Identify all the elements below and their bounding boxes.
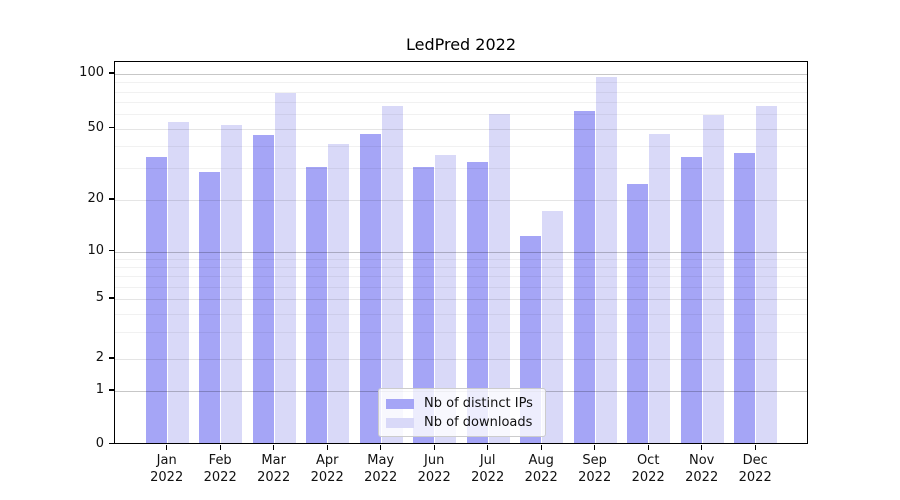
bar-downloads-sep bbox=[595, 77, 617, 443]
bar-downloads-jan bbox=[167, 122, 189, 443]
minor-gridline bbox=[115, 332, 807, 334]
bar-downloads-may bbox=[381, 106, 403, 443]
y-tick-label: 1 bbox=[95, 382, 104, 397]
x-tick-mark bbox=[273, 444, 275, 450]
x-tick-mark bbox=[701, 444, 703, 450]
x-tick-mark bbox=[647, 444, 649, 450]
y-tick-label: 50 bbox=[87, 119, 104, 135]
minor-gridline bbox=[115, 102, 807, 104]
bar-distinct-ips-sep bbox=[573, 111, 595, 443]
x-tick-mark bbox=[380, 444, 382, 450]
x-tick-mark bbox=[540, 444, 542, 450]
bar-distinct-ips-nov bbox=[680, 157, 702, 443]
bar-downloads-aug bbox=[542, 210, 564, 443]
x-tick-label-nov: Nov 2022 bbox=[685, 453, 719, 485]
y-tick-mark bbox=[109, 442, 114, 445]
bar-distinct-ips-jan bbox=[145, 157, 167, 443]
y-tick-label: 2 bbox=[95, 350, 104, 365]
chart-title: LedPred 2022 bbox=[405, 35, 517, 54]
bar-downloads-apr bbox=[328, 144, 350, 443]
x-tick-label-apr: Apr 2022 bbox=[310, 453, 344, 485]
major-gridline bbox=[115, 74, 807, 75]
x-tick-label-feb: Feb 2022 bbox=[203, 453, 237, 485]
bar-distinct-ips-apr bbox=[306, 166, 328, 443]
bar-downloads-mar bbox=[274, 93, 296, 443]
x-tick-mark bbox=[754, 444, 756, 450]
legend: Nb of distinct IPs Nb of downloads bbox=[378, 388, 546, 437]
minor-gridline bbox=[115, 91, 807, 93]
legend-label-downloads: Nb of downloads bbox=[424, 415, 533, 430]
bar-distinct-ips-jun bbox=[413, 166, 435, 443]
y-tick-mark bbox=[109, 357, 114, 359]
x-tick-label-sep: Sep 2022 bbox=[578, 453, 612, 485]
y-tick-mark bbox=[109, 198, 114, 200]
minor-gridline bbox=[115, 313, 807, 315]
legend-row: Nb of distinct IPs bbox=[386, 394, 537, 413]
legend-label-distinct-ips: Nb of distinct IPs bbox=[424, 396, 533, 411]
bars-layer bbox=[115, 62, 807, 443]
minor-gridline bbox=[115, 114, 807, 116]
y-tick-mark bbox=[109, 297, 114, 299]
bar-downloads-dec bbox=[756, 106, 778, 443]
x-tick-mark bbox=[219, 444, 221, 450]
grid-layer bbox=[115, 62, 807, 443]
x-tick-mark bbox=[594, 444, 596, 450]
major-gridline bbox=[115, 299, 807, 300]
minor-gridline bbox=[115, 275, 807, 277]
major-gridline bbox=[115, 200, 807, 201]
bar-downloads-jun bbox=[435, 154, 457, 443]
major-gridline bbox=[115, 359, 807, 360]
x-tick-label-aug: Aug 2022 bbox=[524, 453, 558, 485]
minor-gridline bbox=[115, 82, 807, 84]
bar-distinct-ips-oct bbox=[627, 184, 649, 443]
minor-gridline bbox=[115, 286, 807, 288]
y-tick-mark bbox=[109, 72, 114, 74]
x-tick-label-jan: Jan 2022 bbox=[150, 453, 184, 485]
bar-distinct-ips-dec bbox=[734, 152, 756, 443]
y-tick-label: 100 bbox=[79, 65, 104, 80]
legend-swatch-downloads bbox=[386, 417, 414, 428]
x-tick-mark bbox=[433, 444, 435, 450]
bar-downloads-feb bbox=[221, 125, 243, 443]
legend-swatch-distinct-ips bbox=[386, 398, 414, 409]
minor-gridline bbox=[115, 266, 807, 268]
y-tick-label: 0 bbox=[95, 435, 104, 451]
y-tick-mark bbox=[109, 249, 114, 252]
bar-distinct-ips-may bbox=[359, 133, 381, 443]
plot-area bbox=[114, 61, 808, 444]
minor-gridline bbox=[115, 258, 807, 260]
x-tick-label-mar: Mar 2022 bbox=[257, 453, 291, 485]
bar-downloads-jul bbox=[488, 114, 510, 443]
y-tick-label: 20 bbox=[87, 191, 104, 206]
minor-gridline bbox=[115, 168, 807, 170]
x-tick-mark bbox=[487, 444, 489, 450]
legend-row: Nb of downloads bbox=[386, 413, 537, 432]
bar-distinct-ips-feb bbox=[199, 172, 221, 443]
x-tick-label-oct: Oct 2022 bbox=[631, 453, 665, 485]
major-gridline bbox=[115, 251, 807, 253]
y-tick-mark bbox=[109, 389, 114, 391]
bar-downloads-nov bbox=[702, 115, 724, 443]
y-tick-label: 5 bbox=[95, 290, 104, 305]
x-tick-label-may: May 2022 bbox=[364, 453, 398, 485]
y-tick-label: 10 bbox=[87, 242, 104, 258]
x-tick-label-jun: Jun 2022 bbox=[417, 453, 451, 485]
minor-gridline bbox=[115, 145, 807, 147]
bar-downloads-oct bbox=[649, 133, 671, 443]
y-tick-mark bbox=[109, 126, 114, 129]
major-gridline bbox=[115, 128, 807, 130]
x-tick-label-jul: Jul 2022 bbox=[471, 453, 505, 485]
bar-distinct-ips-jul bbox=[466, 161, 488, 443]
bar-distinct-ips-mar bbox=[252, 135, 274, 443]
x-tick-mark bbox=[326, 444, 328, 450]
x-tick-label-dec: Dec 2022 bbox=[738, 453, 772, 485]
x-tick-mark bbox=[166, 444, 168, 450]
